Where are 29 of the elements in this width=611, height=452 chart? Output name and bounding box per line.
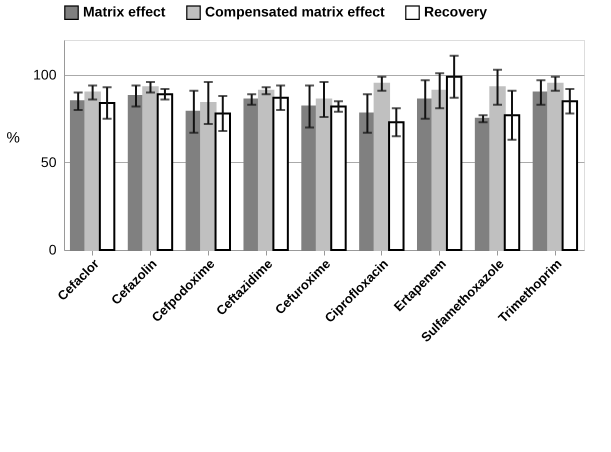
bar (388, 121, 405, 251)
bar (532, 92, 550, 251)
bar (330, 106, 347, 251)
bar (359, 112, 376, 251)
bar (70, 100, 86, 251)
bar (214, 112, 232, 251)
bar (98, 102, 116, 251)
bar (547, 82, 564, 251)
y-tick-label: 100 (33, 66, 57, 82)
bar (243, 98, 260, 251)
bar (272, 96, 289, 251)
bar (200, 102, 217, 251)
bar (416, 98, 434, 251)
bar (562, 100, 578, 251)
bar (446, 76, 462, 251)
bar (301, 106, 318, 251)
bar (431, 90, 448, 251)
bar (489, 86, 506, 251)
legend-label: Matrix effect (83, 4, 166, 20)
bar (142, 86, 159, 251)
bar (374, 82, 390, 251)
y-tick-label: 50 (40, 154, 57, 170)
bar (156, 93, 174, 251)
y-tick-label: 0 (48, 242, 57, 258)
legend-label: Recovery (424, 4, 488, 20)
bar (84, 92, 101, 251)
y-axis-title: % (6, 130, 20, 146)
bar (504, 114, 520, 251)
legend-label: Compensated matrix effect (205, 4, 386, 20)
